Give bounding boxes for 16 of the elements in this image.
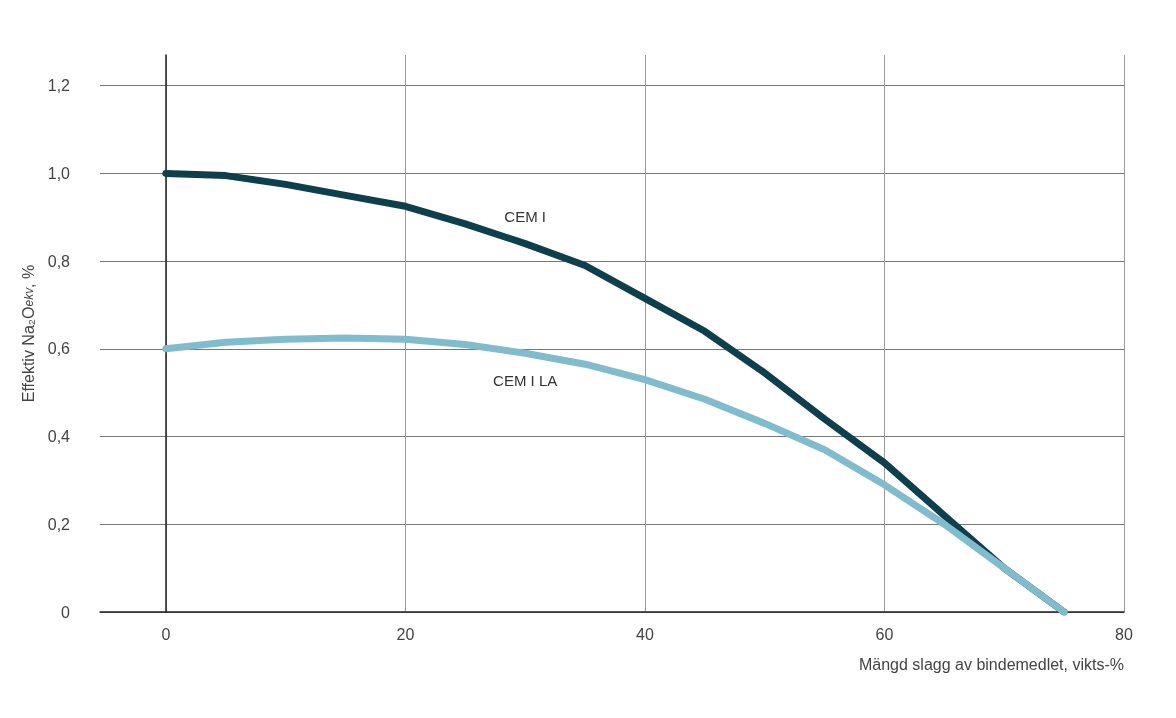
- y-axis-title: Effektiv Na₂Oekv, %: [20, 264, 38, 403]
- y-tick-label: 0,2: [47, 515, 71, 533]
- y-tick-label: 0,6: [47, 340, 71, 358]
- y-tick-label: 0,4: [47, 428, 71, 446]
- x-axis-title: Mängd slagg av bindemedlet, vikts-%: [858, 655, 1124, 673]
- y-tick-label: 0: [61, 603, 71, 621]
- x-tick-label: 0: [161, 625, 171, 643]
- x-tick-label: 40: [636, 625, 654, 643]
- series-label: CEM I LA: [493, 372, 558, 390]
- x-tick-label: 60: [875, 625, 894, 643]
- series-label: CEM I: [504, 207, 547, 225]
- x-tick-label: 20: [396, 625, 415, 643]
- x-tick-label: 80: [1115, 625, 1133, 643]
- y-tick-label: 1,2: [47, 77, 71, 95]
- y-tick-label: 0,8: [47, 252, 71, 270]
- y-tick-label: 1,0: [47, 164, 71, 182]
